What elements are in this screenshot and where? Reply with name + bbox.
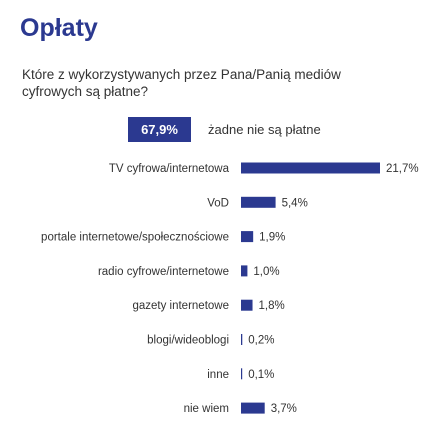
category-label: VoD (207, 197, 229, 209)
category-label: blogi/wideoblogi (147, 335, 229, 347)
bar (241, 402, 265, 414)
category-label: TV cyfrowa/internetowa (109, 163, 230, 175)
value-label: 0,2% (248, 335, 274, 347)
bar (241, 196, 276, 208)
value-label: 5,4% (282, 197, 308, 209)
value-label: 1,8% (259, 300, 285, 312)
highlight-label: żadne nie są płatne (208, 122, 321, 137)
category-label: portale internetowe/społecznościowe (41, 232, 229, 244)
category-label: radio cyfrowe/internetowe (98, 266, 229, 278)
bar (241, 162, 380, 174)
category-label: inne (207, 369, 229, 381)
bar (241, 299, 253, 311)
survey-question: Które z wykorzystywanych przez Pana/Pani… (22, 67, 341, 99)
value-label: 3,7% (271, 403, 297, 415)
category-label: gazety internetowe (132, 300, 229, 312)
page-title: Opłaty (20, 14, 98, 42)
bar (241, 368, 243, 380)
bar (241, 334, 243, 345)
value-label: 1,9% (259, 232, 285, 244)
value-label: 21,7% (386, 163, 419, 175)
category-label: nie wiem (184, 403, 229, 415)
bar (241, 265, 248, 277)
bar (241, 231, 254, 243)
value-label: 0,1% (248, 369, 274, 381)
value-label: 1,0% (253, 266, 279, 278)
highlight-value-badge: 67,9% (128, 117, 191, 142)
